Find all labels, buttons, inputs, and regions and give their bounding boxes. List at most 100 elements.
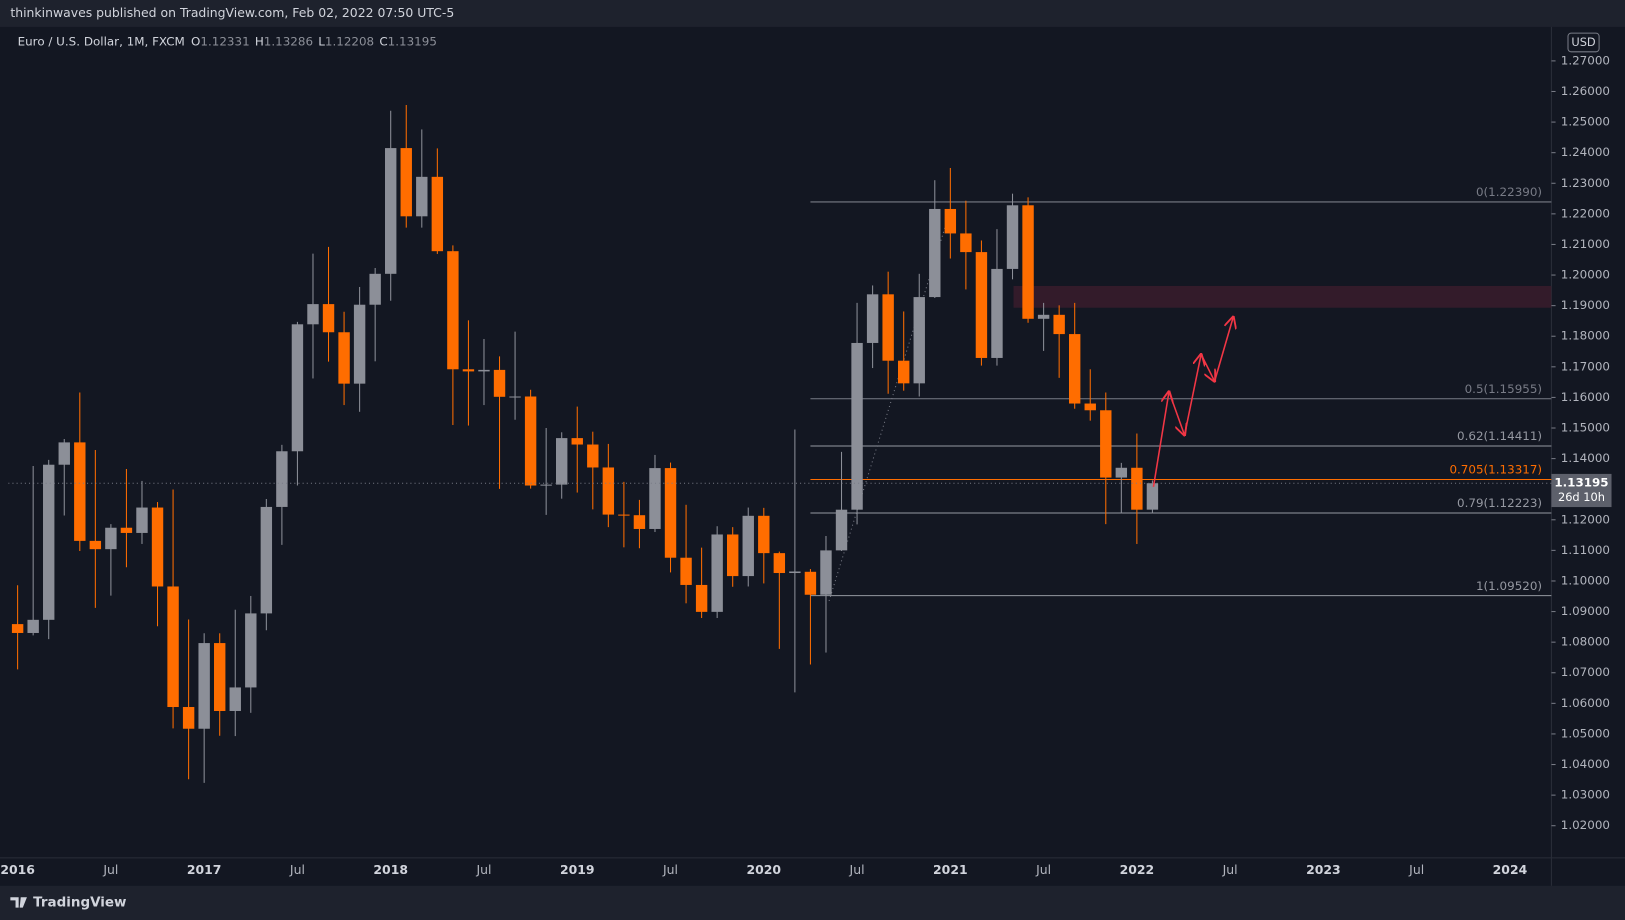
projection-arrow <box>1168 391 1185 436</box>
candle-body <box>649 468 661 529</box>
x-tick-label: Jul <box>849 862 865 877</box>
candle-body <box>478 369 490 372</box>
candle-body <box>820 550 832 595</box>
publish-info: thinkinwaves published on TradingView.co… <box>10 5 454 20</box>
y-tick-label: 1.02000 <box>1561 818 1610 832</box>
x-tick-label: 2017 <box>187 862 222 877</box>
y-tick-label: 1.24000 <box>1561 145 1610 159</box>
y-tick-label: 1.20000 <box>1561 268 1610 282</box>
y-tick-label: 1.19000 <box>1561 298 1610 312</box>
projection-arrow <box>1152 392 1169 488</box>
legend-value: 1.12331 <box>200 34 249 48</box>
logo: TradingView <box>33 894 126 910</box>
candle-body <box>58 442 70 465</box>
candle-body <box>1037 314 1050 319</box>
candle-body <box>276 451 288 507</box>
x-tick-label: 2022 <box>1120 862 1155 877</box>
candle-body <box>804 571 817 595</box>
candle-body <box>136 507 148 533</box>
y-tick-label: 1.11000 <box>1561 543 1610 557</box>
candle-body <box>773 553 786 574</box>
candle-body <box>1084 403 1096 411</box>
x-tick-label: Jul <box>662 862 678 877</box>
y-tick-label: 1.05000 <box>1561 726 1610 740</box>
x-tick-label: Jul <box>475 862 491 877</box>
last-price-tag <box>1551 473 1612 508</box>
x-tick-label: 2019 <box>560 862 595 877</box>
candle-body <box>1068 334 1081 404</box>
candle-body <box>851 342 863 510</box>
legend-key: C <box>379 34 387 48</box>
candle-body <box>1115 467 1128 478</box>
y-tick-label: 1.16000 <box>1561 390 1610 404</box>
candle-body <box>182 707 195 729</box>
candle-body <box>167 586 179 708</box>
candle-body <box>369 273 381 305</box>
supply-zone <box>1013 285 1552 308</box>
candle-body <box>556 438 568 485</box>
candle-body <box>338 332 350 384</box>
candle-body <box>431 176 444 252</box>
x-tick-label: Jul <box>1222 862 1238 877</box>
fib-label: 0.705(1.13317) <box>1449 463 1542 477</box>
candle-body <box>151 507 164 587</box>
y-tick-label: 1.27000 <box>1561 53 1610 67</box>
y-tick-label: 1.14000 <box>1561 451 1610 465</box>
candle-body <box>322 304 335 333</box>
y-tick-label: 1.15000 <box>1561 421 1610 435</box>
candle-body <box>260 506 273 614</box>
candle-body <box>602 467 615 515</box>
candle-body <box>89 540 102 550</box>
y-tick-label: 1.09000 <box>1561 604 1610 618</box>
candle-body <box>1006 205 1019 269</box>
x-tick-label: 2021 <box>933 862 968 877</box>
y-tick-label: 1.23000 <box>1561 176 1610 190</box>
candle-body <box>462 369 475 372</box>
y-tick-label: 1.21000 <box>1561 237 1610 251</box>
candle-body <box>1022 205 1034 319</box>
candle-body <box>664 468 677 558</box>
candle-body <box>929 208 941 298</box>
candle-body <box>680 557 692 585</box>
candle-body <box>571 438 583 445</box>
y-tick-label: 1.04000 <box>1561 757 1610 771</box>
candle-body <box>897 360 910 384</box>
currency-badge[interactable] <box>1567 32 1600 53</box>
candle-body <box>307 304 319 325</box>
legend-value: 1.13286 <box>264 34 313 48</box>
candle-body <box>789 571 801 574</box>
candle-body <box>727 534 739 577</box>
candle-body <box>618 514 630 516</box>
last-price-label: 1.13195 <box>1554 476 1608 490</box>
candle-body <box>74 442 86 541</box>
legend: Euro / U.S. Dollar, 1M, FXCM O1.12331 H1.1… <box>18 34 437 48</box>
fib-label: 0.5(1.15955) <box>1465 382 1542 396</box>
x-tick-label: Jul <box>1408 862 1424 877</box>
candle-body <box>43 464 55 620</box>
candle-body <box>353 304 366 384</box>
candle-body <box>198 643 210 729</box>
y-tick-label: 1.26000 <box>1561 84 1610 98</box>
candle-body <box>633 515 646 529</box>
candle-body <box>229 687 241 711</box>
fib-label: 0(1.22390) <box>1476 185 1542 199</box>
x-tick-label: Jul <box>1035 862 1051 877</box>
x-tick-label: 2023 <box>1306 862 1341 877</box>
projection-arrow <box>1213 317 1234 382</box>
bottom-bar <box>0 885 1625 920</box>
candle-body <box>960 233 972 253</box>
x-tick-label: 2020 <box>746 862 781 877</box>
candle-body <box>1100 410 1112 478</box>
y-tick-label: 1.08000 <box>1561 635 1610 649</box>
candle-body <box>711 534 723 612</box>
fib-label: 0.79(1.12223) <box>1457 496 1542 510</box>
legend-value: 1.13195 <box>388 34 437 48</box>
candle-body <box>695 584 708 612</box>
candle-body <box>447 251 459 370</box>
x-tick-label: 2018 <box>373 862 408 877</box>
candle-body <box>245 613 257 688</box>
candle-body <box>416 176 428 217</box>
